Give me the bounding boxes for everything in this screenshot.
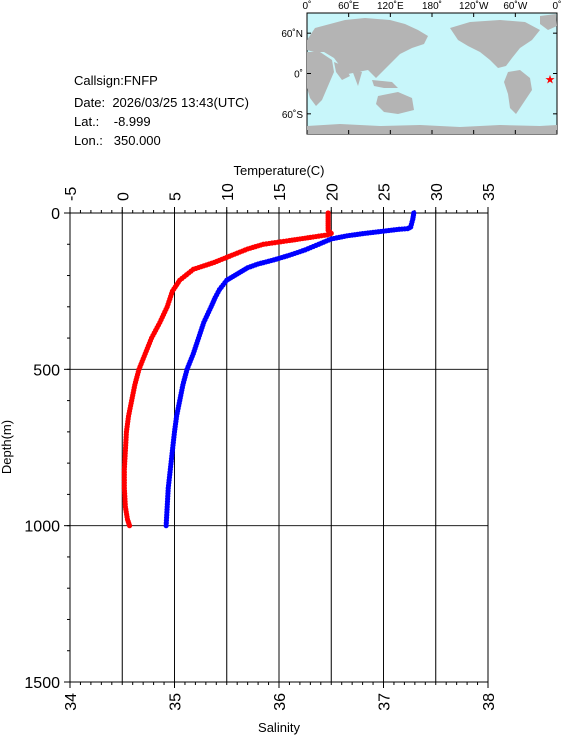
salinity-axis: 34 35 36 37 38: [63, 682, 498, 711]
map-land-indonesia: [372, 80, 398, 88]
map-label-lon-60e: 60˚E: [338, 0, 359, 12]
lon-label: Lon.:: [74, 133, 103, 148]
chart-grid: [69, 212, 489, 683]
lat-label: Lat.:: [74, 114, 100, 129]
date-line: Date: 2026/03/25 13:43(UTC): [74, 95, 249, 110]
depth-axis-label: Depth(m): [0, 420, 14, 474]
map-left-labels: 60˚N 0˚ 60˚S: [281, 28, 303, 121]
temperature-axis-label: Temperature(C): [233, 163, 324, 178]
temperature-tick-label: 25: [377, 183, 394, 201]
temperature-tick-label: 20: [324, 183, 341, 201]
salinity-tick-label: 35: [168, 693, 185, 711]
map-label-lat-60n: 60˚N: [281, 28, 303, 40]
map-land-eurasia: [307, 18, 428, 78]
map-land-australia: [376, 92, 414, 114]
temperature-tick-label: 10: [220, 183, 237, 201]
callsign-value: FNFP: [123, 73, 158, 88]
temperature-data-point: [163, 523, 169, 529]
map-label-lat-60s: 60˚S: [282, 109, 303, 121]
salinity-tick-label: 37: [377, 693, 394, 711]
depth-axis: 0 500 1000 1500: [24, 206, 70, 692]
temperature-axis: -5 0 5 10 15 20 25 30 35: [63, 183, 498, 213]
map-label-lon-120w: 120˚W: [459, 0, 489, 12]
map-land-antarctica: [307, 124, 557, 134]
depth-tick-label: 1500: [24, 675, 60, 692]
lat-value: -8.999: [113, 114, 151, 129]
date-value: 2026/03/25 13:43(UTC): [112, 95, 249, 110]
temperature-tick-label: 35: [481, 183, 498, 201]
map-label-lon-180: 180˚: [422, 0, 442, 12]
map-label-lat-0: 0˚: [294, 69, 303, 81]
depth-tick-label: 500: [33, 362, 60, 379]
lat-line: Lat.: -8.999: [74, 114, 151, 129]
salinity-tick-label: 34: [63, 693, 80, 711]
series-layer: [121, 210, 417, 529]
map-label-lon-0-left: 0˚: [303, 0, 312, 12]
map-top-labels: 0˚ 60˚E 120˚E 180˚ 120˚W 60˚W 0˚: [303, 0, 562, 12]
map-land-north-america: [450, 20, 540, 68]
depth-tick-label: 0: [51, 206, 60, 223]
map-land-arabia: [334, 62, 350, 80]
callsign-label: Callsign:: [74, 73, 124, 88]
temperature-tick-label: 15: [272, 183, 289, 201]
depth-tick-label: 1000: [24, 519, 60, 536]
salinity-tick-label: 36: [272, 693, 289, 711]
temperature-tick-label: 5: [168, 192, 185, 201]
salinity-tick-label: 38: [481, 693, 498, 711]
map-ticks: [306, 13, 558, 134]
date-label: Date:: [74, 95, 106, 110]
map-label-lon-120e: 120˚E: [377, 0, 404, 12]
temperature-tick-label: -5: [63, 187, 80, 201]
temperature-tick-label: 0: [115, 192, 132, 201]
temperature-tick-label: 30: [429, 183, 446, 201]
map-land: [307, 14, 557, 134]
lon-value: 350.000: [113, 133, 161, 148]
map-land-africa: [307, 52, 334, 106]
map-label-lon-60w: 60˚W: [503, 0, 527, 12]
location-map: 0˚ 60˚E 120˚E 180˚ 120˚W 60˚W 0˚ 60˚N 0˚…: [281, 0, 562, 135]
salinity-data-point: [126, 523, 133, 529]
map-land-south-america: [504, 70, 532, 114]
lon-line: Lon.: 350.000: [74, 133, 161, 148]
map-land-india: [352, 70, 362, 86]
map-label-lon-0-right: 0˚: [553, 0, 562, 12]
callsign-line: Callsign:FNFP: [74, 73, 158, 88]
salinity-axis-label: Salinity: [258, 720, 300, 735]
map-land-greenland: [540, 14, 557, 30]
station-location-marker: ★: [545, 73, 556, 87]
profile-chart: -5 0 5 10 15 20 25 30 35 34 35 36 37 38 050010001500…: [0, 163, 498, 735]
